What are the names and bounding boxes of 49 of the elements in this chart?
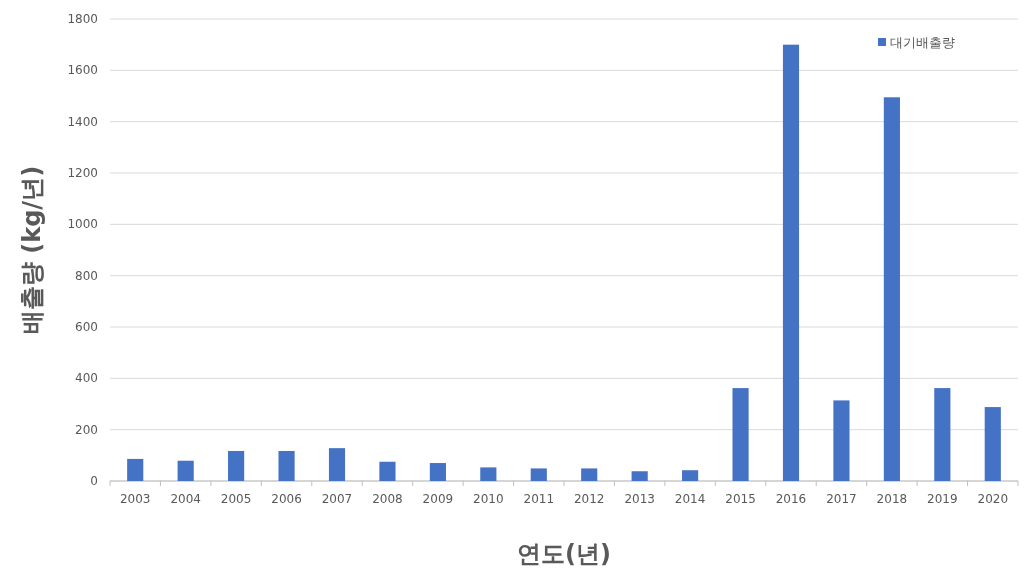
bar xyxy=(480,467,497,481)
y-tick-label: 200 xyxy=(75,422,98,437)
x-tick-label: 2019 xyxy=(927,492,958,506)
x-tick-label: 2018 xyxy=(876,492,908,506)
bar xyxy=(127,458,144,481)
x-tick-label: 2003 xyxy=(119,492,151,506)
x-tick-label: 2005 xyxy=(220,492,252,506)
x-tick-label: 2013 xyxy=(624,492,655,506)
bar xyxy=(228,450,245,481)
x-tick-label: 2009 xyxy=(422,492,454,506)
x-tick-label: 2004 xyxy=(170,492,201,506)
y-tick-label: 1000 xyxy=(67,217,98,232)
bar xyxy=(530,468,547,481)
bar xyxy=(631,471,648,481)
bar xyxy=(883,97,900,481)
x-tick-label: 2011 xyxy=(523,492,555,506)
y-tick-label: 1200 xyxy=(67,166,98,180)
y-tick-label: 1400 xyxy=(67,114,98,129)
y-tick-label: 600 xyxy=(75,320,98,334)
x-tick-label: 2008 xyxy=(372,492,403,506)
y-tick-label: 800 xyxy=(75,268,98,283)
y-tick-label: 1600 xyxy=(67,63,98,78)
y-tick-label: 1800 xyxy=(67,12,98,26)
bar xyxy=(278,450,295,481)
x-tick-label: 2016 xyxy=(775,492,807,506)
x-tick-label: 2020 xyxy=(977,492,1009,506)
x-tick-label: 2014 xyxy=(674,492,706,506)
bar xyxy=(682,470,699,481)
bar xyxy=(379,461,396,481)
legend-label: 대기배출량 xyxy=(890,35,955,50)
x-axis-title: 연도(년) xyxy=(517,540,611,568)
y-tick-label: 0 xyxy=(90,474,98,488)
bar xyxy=(581,468,598,481)
y-tick-label: 400 xyxy=(75,371,98,386)
x-tick-label: 2006 xyxy=(271,492,302,506)
bar xyxy=(782,44,800,481)
x-tick-label: 2007 xyxy=(321,492,353,506)
x-tick-label: 2010 xyxy=(473,492,504,506)
bar xyxy=(984,407,1001,481)
x-tick-label: 2012 xyxy=(573,492,605,506)
bar xyxy=(732,388,749,481)
bar xyxy=(429,463,446,481)
bar xyxy=(934,388,951,481)
x-tick-label: 2015 xyxy=(725,492,756,506)
y-axis-title: 배출량 (kg/년) xyxy=(18,165,46,335)
bar xyxy=(833,400,850,481)
bar xyxy=(177,460,194,481)
bar xyxy=(328,448,346,481)
x-tick-label: 2017 xyxy=(826,492,857,506)
